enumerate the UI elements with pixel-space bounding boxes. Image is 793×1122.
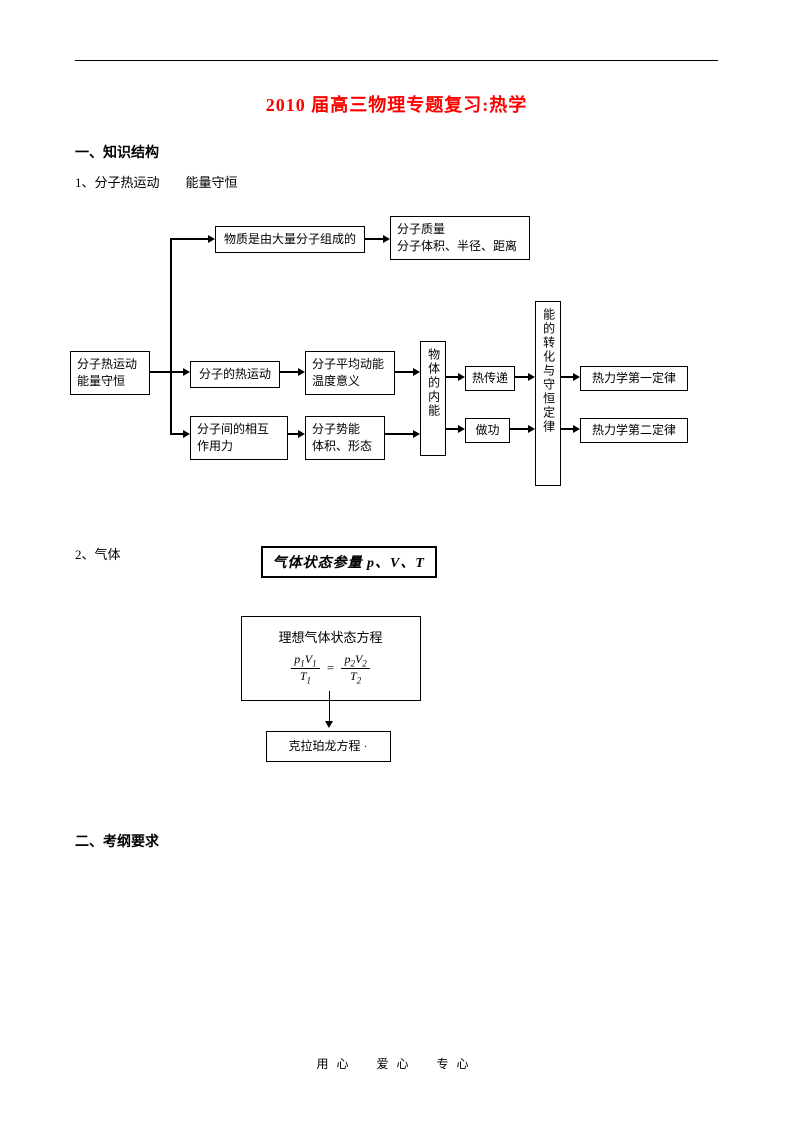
node-matter: 物质是由大量分子组成的: [215, 226, 365, 253]
connector: [395, 371, 413, 373]
arrow-icon: [413, 430, 420, 438]
arrow-icon: [183, 430, 190, 438]
arrow-icon: [413, 368, 420, 376]
arrow-icon: [383, 235, 390, 243]
diagram-molecular: 分子热运动 能量守恒 物质是由大量分子组成的 分子质量 分子体积、半径、距离 分…: [70, 206, 715, 526]
node-ideal-gas-eq: 理想气体状态方程 p1V1 T1 = p2V2 T2: [241, 616, 421, 701]
connector: [445, 376, 458, 378]
connector: [170, 238, 172, 433]
connector: [515, 376, 528, 378]
connector: [365, 238, 383, 240]
node-thermal-motion: 分子的热运动: [190, 361, 280, 388]
section1-heading: 一、知识结构: [75, 142, 718, 162]
arrow-icon: [528, 425, 535, 433]
connector: [288, 433, 298, 435]
node-state-params: 气体状态参量 p、V、T: [261, 546, 437, 578]
node-intermolecular-force: 分子间的相互 作用力: [190, 416, 288, 460]
section2-heading: 二、考纲要求: [75, 831, 718, 851]
connector: [385, 433, 413, 435]
arrow-icon: [298, 368, 305, 376]
page-footer: 用心 爱心 专心: [0, 1055, 793, 1072]
connector: [329, 691, 331, 721]
node-kinetic-energy: 分子平均动能 温度意义: [305, 351, 395, 395]
node-clapeyron: 克拉珀龙方程 ·: [266, 731, 391, 762]
connector: [170, 371, 183, 373]
top-rule: [75, 60, 718, 61]
connector: [560, 376, 573, 378]
node-heat-transfer: 热传递: [465, 366, 515, 391]
node-conservation: 能的转化与守恒定律: [535, 301, 561, 486]
node-root: 分子热运动 能量守恒: [70, 351, 150, 395]
arrow-icon: [458, 425, 465, 433]
node-second-law: 热力学第二定律: [580, 418, 688, 443]
connector: [170, 238, 208, 240]
connector: [560, 428, 573, 430]
arrow-icon: [573, 425, 580, 433]
node-work: 做功: [465, 418, 510, 443]
arrow-icon: [528, 373, 535, 381]
node-potential-energy: 分子势能 体积、形态: [305, 416, 385, 460]
arrow-icon: [208, 235, 215, 243]
arrow-icon: [458, 373, 465, 381]
connector: [280, 371, 298, 373]
diagram-gas: 气体状态参量 p、V、T 理想气体状态方程 p1V1 T1 = p2V2 T2 …: [211, 546, 611, 806]
node-first-law: 热力学第一定律: [580, 366, 688, 391]
arrow-icon: [183, 368, 190, 376]
subsection-1: 1、分子热运动 能量守恒: [75, 172, 718, 191]
arrow-icon: [298, 430, 305, 438]
arrow-icon: [325, 721, 333, 728]
connector: [170, 433, 183, 435]
connector: [510, 428, 528, 430]
subsection-2: 2、气体: [75, 526, 121, 563]
arrow-icon: [573, 373, 580, 381]
node-internal-energy: 物体的内能: [420, 341, 446, 456]
connector: [150, 371, 170, 373]
connector: [445, 428, 458, 430]
node-mass-volume: 分子质量 分子体积、半径、距离: [390, 216, 530, 260]
page-title: 2010 届高三物理专题复习:热学: [75, 91, 718, 117]
